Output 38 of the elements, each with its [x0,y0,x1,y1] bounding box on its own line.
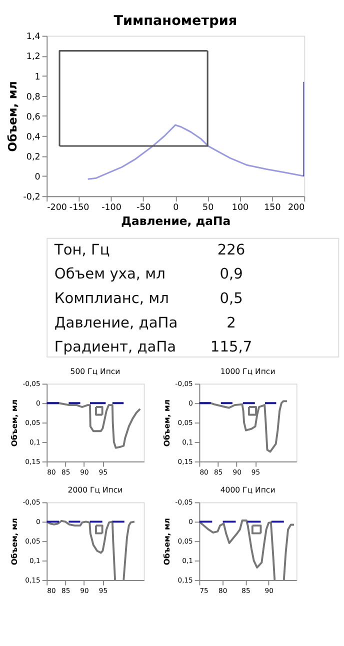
y-tick-label: 0,2 [26,152,40,162]
x-tick-label: -50 [136,203,151,214]
chart-title: Тимпанометрия [114,13,238,30]
text: Тон, Гц [53,241,110,258]
text: 226 [217,241,246,258]
text: 115,7 [210,338,252,356]
x-axis-title: Давление, даПа [121,214,231,228]
y-tick-label: 1,2 [26,52,40,62]
text: 0,5 [220,290,243,308]
text: Давление, даПа [54,314,178,332]
x-tick-label: 200 [288,203,305,214]
y-tick-label: 0 [34,172,40,182]
y-axis-title: Объем, мл [10,518,19,566]
x-tick-label: -150 [69,203,90,214]
y-tick-label: 1,4 [26,32,41,42]
y-tick-label: 0,8 [26,92,40,102]
y-axis-title: Объем, мл [162,518,172,566]
y-tick-label: 1 [34,72,40,82]
text: 2 [226,314,236,332]
y-tick-label: 0,6 [26,112,40,122]
chart-title: 2000 Гц Ипси [68,486,123,495]
y-tick-label: 0,4 [26,132,41,142]
text: 0,9 [220,266,243,283]
text: Градиент, даПа [54,338,176,356]
y-axis-title: Объем, мл [162,399,172,447]
text: Комплианс, мл [54,290,169,308]
x-tick-label: 50 [202,203,214,214]
y-tick-label: -0,2 [23,192,40,203]
x-tick-label: 150 [264,203,281,214]
y-axis-title: Объем, мл [5,81,20,152]
chart-title: 500 Гц Ипси [70,366,120,376]
chart-title: 4000 Гц Ипси [220,486,276,495]
x-tick-label: -100 [102,203,122,214]
y-axis-title: Объем, мл [10,399,19,447]
chart-title: 1000 Гц Ипси [220,366,276,376]
text: Объем уха, мл [54,266,166,283]
x-tick-label: 100 [232,203,249,214]
x-tick-label: -200 [47,203,67,214]
